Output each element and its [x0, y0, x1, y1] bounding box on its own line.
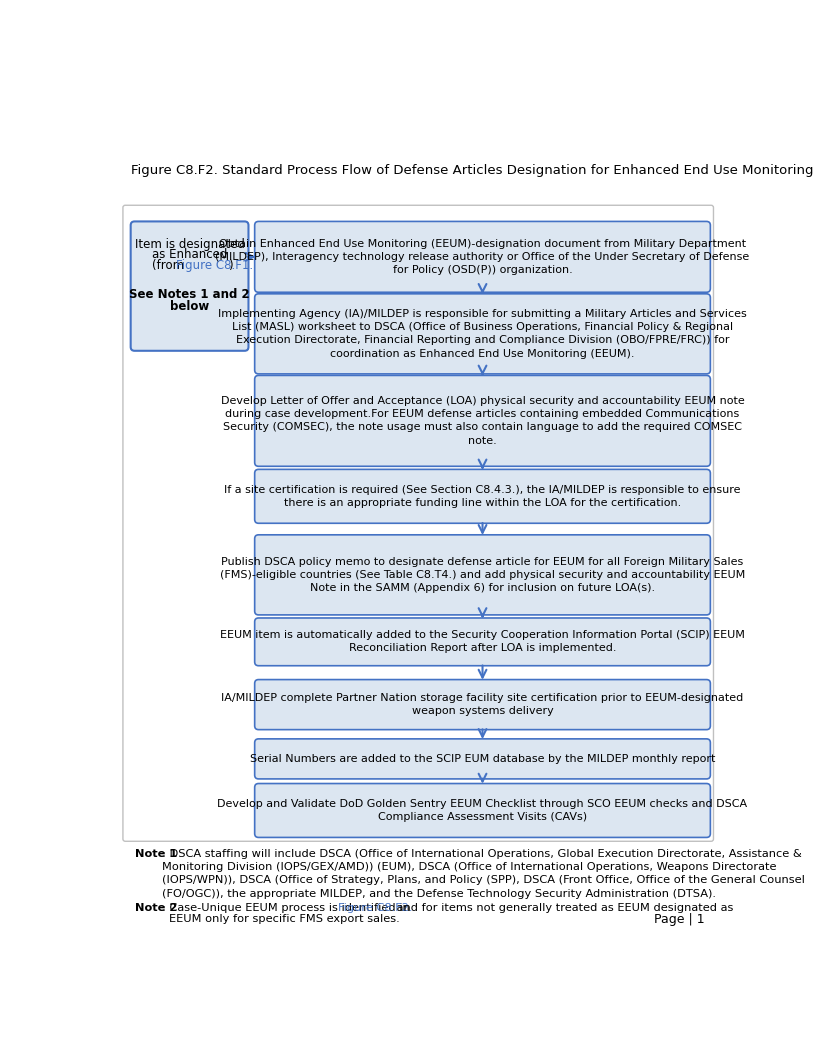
Text: If a site certification is required (See Section C8.4.3.), the IA/MILDEP is resp: If a site certification is required (See… — [224, 485, 741, 508]
Text: Note 2: Note 2 — [135, 903, 177, 912]
Text: Publish DSCA policy memo to designate defense article for EEUM for all Foreign M: Publish DSCA policy memo to designate de… — [220, 557, 745, 593]
FancyBboxPatch shape — [255, 376, 711, 467]
Text: Item is designated: Item is designated — [135, 238, 245, 250]
Text: Develop Letter of Offer and Acceptance (LOA) physical security and accountabilit: Develop Letter of Offer and Acceptance (… — [220, 396, 744, 446]
FancyBboxPatch shape — [255, 739, 711, 779]
Text: Figure C8.F1.: Figure C8.F1. — [175, 259, 253, 272]
FancyBboxPatch shape — [255, 469, 711, 524]
Text: EEUM only for specific FMS export sales.: EEUM only for specific FMS export sales. — [170, 913, 400, 924]
Text: Note 1: Note 1 — [135, 849, 177, 859]
FancyBboxPatch shape — [255, 294, 711, 374]
FancyBboxPatch shape — [255, 680, 711, 730]
FancyBboxPatch shape — [255, 222, 711, 293]
Text: and for items not generally treated as EEUM designated as: and for items not generally treated as E… — [392, 903, 733, 912]
Text: EEUM item is automatically added to the Security Cooperation Information Portal : EEUM item is automatically added to the … — [220, 630, 745, 654]
Text: Serial Numbers are added to the SCIP EUM database by the MILDEP monthly report: Serial Numbers are added to the SCIP EUM… — [250, 754, 715, 763]
Text: Obtain Enhanced End Use Monitoring (EEUM)-designation document from Military Dep: Obtain Enhanced End Use Monitoring (EEUM… — [215, 239, 750, 275]
FancyBboxPatch shape — [255, 784, 711, 837]
Text: Develop and Validate DoD Golden Sentry EEUM Checklist through SCO EEUM checks an: Develop and Validate DoD Golden Sentry E… — [217, 799, 747, 822]
FancyBboxPatch shape — [131, 222, 249, 351]
Text: as Enhanced: as Enhanced — [152, 248, 228, 262]
Text: Figure C8.F2. Standard Process Flow of Defense Articles Designation for Enhanced: Figure C8.F2. Standard Process Flow of D… — [131, 164, 814, 176]
Text: Page | 1: Page | 1 — [654, 913, 705, 926]
Text: (from: (from — [153, 259, 188, 272]
Text: : DSCA staffing will include DSCA (Office of International Operations, Global Ex: : DSCA staffing will include DSCA (Offic… — [162, 849, 805, 899]
Text: below: below — [170, 300, 209, 313]
Text: Figure C8.F2.: Figure C8.F2. — [339, 903, 413, 912]
Text: Implementing Agency (IA)/MILDEP is responsible for submitting a Military Article: Implementing Agency (IA)/MILDEP is respo… — [218, 309, 747, 359]
FancyBboxPatch shape — [123, 205, 713, 842]
Text: ): ) — [228, 259, 233, 272]
Text: See Notes 1 and 2: See Notes 1 and 2 — [129, 288, 250, 301]
FancyBboxPatch shape — [255, 534, 711, 615]
FancyBboxPatch shape — [255, 618, 711, 665]
Text: : Case-Unique EEUM process is identified in: : Case-Unique EEUM process is identified… — [162, 903, 413, 912]
Text: IA/MILDEP complete Partner Nation storage facility site certification prior to E: IA/MILDEP complete Partner Nation storag… — [221, 693, 743, 716]
